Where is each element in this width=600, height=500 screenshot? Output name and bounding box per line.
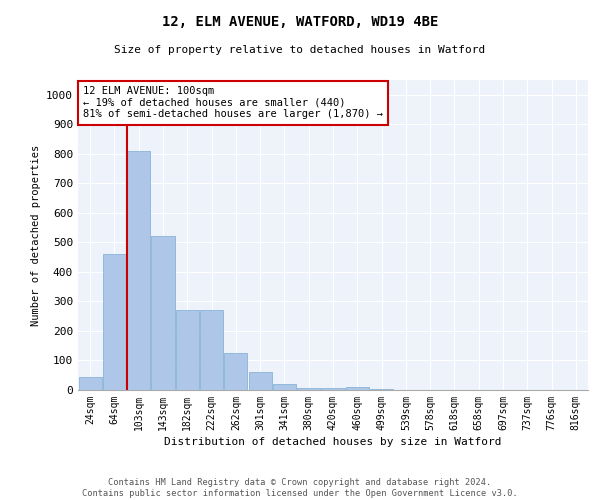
Bar — [370, 388, 393, 390]
Text: 12, ELM AVENUE, WATFORD, WD19 4BE: 12, ELM AVENUE, WATFORD, WD19 4BE — [162, 15, 438, 29]
Text: Size of property relative to detached houses in Watford: Size of property relative to detached ho… — [115, 45, 485, 55]
Bar — [224, 353, 247, 390]
Bar — [200, 310, 223, 390]
Bar — [346, 387, 369, 390]
Bar — [79, 376, 101, 390]
Bar — [297, 388, 320, 390]
X-axis label: Distribution of detached houses by size in Watford: Distribution of detached houses by size … — [164, 437, 502, 447]
Bar — [103, 254, 126, 390]
Bar — [151, 236, 175, 390]
Bar — [273, 384, 296, 390]
Text: Contains HM Land Registry data © Crown copyright and database right 2024.
Contai: Contains HM Land Registry data © Crown c… — [82, 478, 518, 498]
Bar — [127, 151, 150, 390]
Bar — [322, 388, 344, 390]
Bar — [248, 372, 272, 390]
Bar — [176, 310, 199, 390]
Text: 12 ELM AVENUE: 100sqm
← 19% of detached houses are smaller (440)
81% of semi-det: 12 ELM AVENUE: 100sqm ← 19% of detached … — [83, 86, 383, 120]
Y-axis label: Number of detached properties: Number of detached properties — [31, 144, 41, 326]
